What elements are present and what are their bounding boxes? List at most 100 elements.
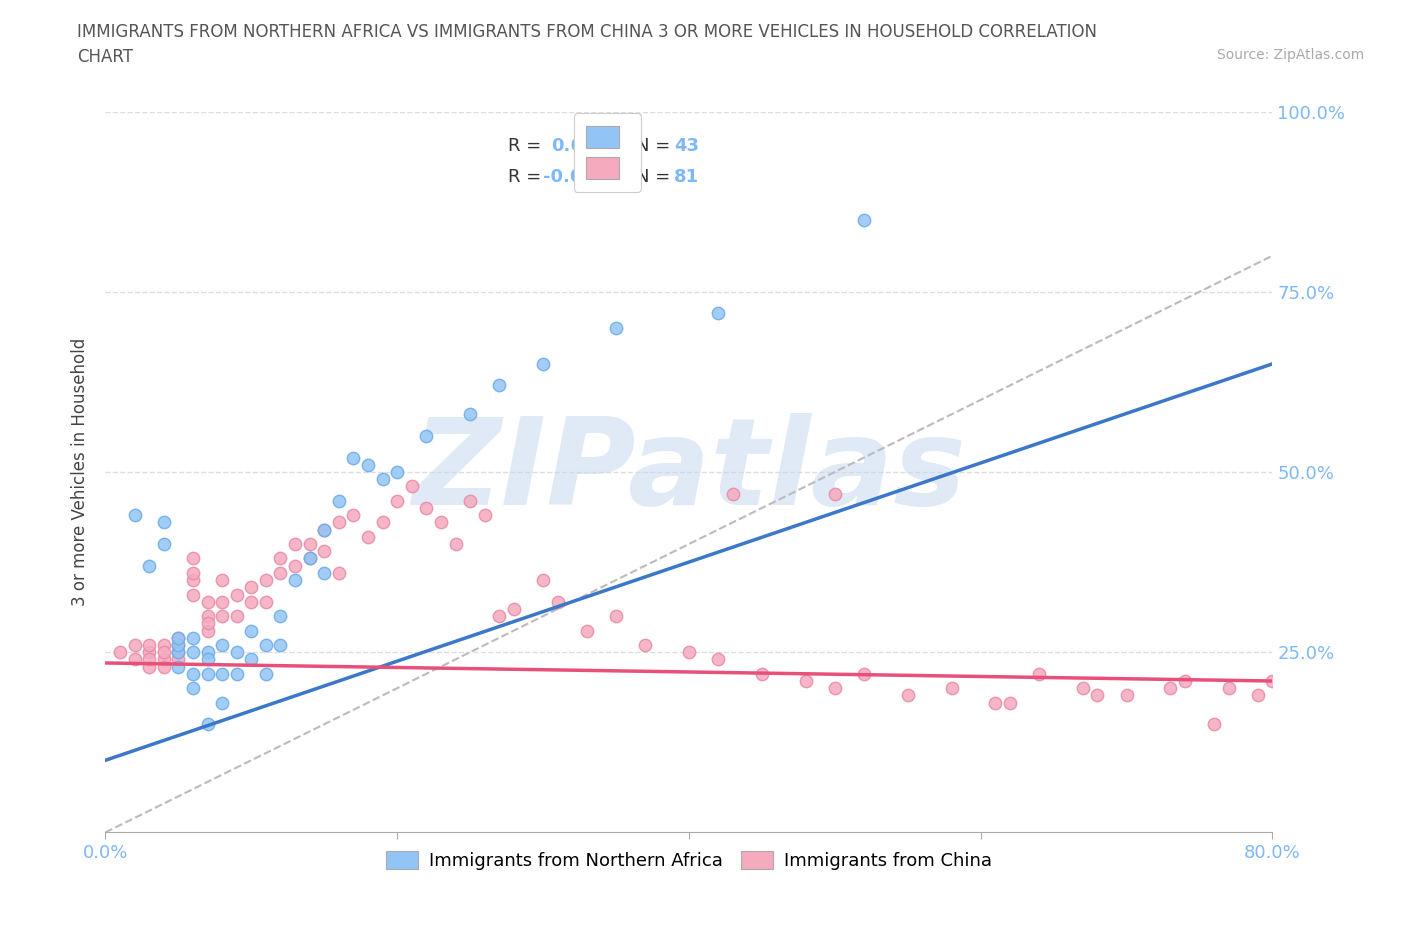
Point bbox=[415, 429, 437, 444]
Point bbox=[1174, 673, 1197, 688]
Point bbox=[314, 565, 336, 580]
Text: 81: 81 bbox=[673, 167, 699, 186]
Point bbox=[531, 573, 554, 588]
Point bbox=[575, 623, 598, 638]
Point bbox=[328, 493, 350, 508]
Point bbox=[197, 717, 219, 732]
Point bbox=[1071, 681, 1094, 696]
Text: -0.035: -0.035 bbox=[543, 167, 607, 186]
Y-axis label: 3 or more Vehicles in Household: 3 or more Vehicles in Household bbox=[72, 338, 90, 606]
Point bbox=[269, 638, 292, 653]
Point bbox=[167, 652, 190, 667]
Point bbox=[488, 609, 510, 624]
Point bbox=[254, 666, 277, 681]
Point bbox=[124, 638, 146, 653]
Point bbox=[167, 644, 190, 659]
Point bbox=[240, 594, 263, 609]
Point bbox=[269, 565, 292, 580]
Point bbox=[1159, 681, 1181, 696]
Point bbox=[707, 306, 730, 321]
Point bbox=[503, 602, 526, 617]
Point bbox=[707, 652, 730, 667]
Point bbox=[824, 486, 846, 501]
Point bbox=[284, 537, 307, 551]
Point bbox=[852, 212, 875, 227]
Point bbox=[794, 673, 817, 688]
Point bbox=[108, 644, 131, 659]
Point bbox=[984, 696, 1007, 711]
Point bbox=[998, 696, 1021, 711]
Text: 43: 43 bbox=[673, 137, 699, 154]
Point bbox=[211, 609, 233, 624]
Point bbox=[1261, 673, 1284, 688]
Text: N =: N = bbox=[637, 167, 671, 186]
Point bbox=[138, 659, 160, 674]
Point bbox=[197, 616, 219, 631]
Point bbox=[357, 458, 380, 472]
Point bbox=[474, 508, 496, 523]
Point bbox=[430, 515, 453, 530]
Point bbox=[211, 573, 233, 588]
Legend: Immigrants from Northern Africa, Immigrants from China: Immigrants from Northern Africa, Immigra… bbox=[378, 844, 1000, 877]
Point bbox=[1115, 688, 1137, 703]
Point bbox=[284, 558, 307, 573]
Point bbox=[181, 587, 204, 602]
Point bbox=[342, 508, 364, 523]
Point bbox=[240, 580, 263, 595]
Text: IMMIGRANTS FROM NORTHERN AFRICA VS IMMIGRANTS FROM CHINA 3 OR MORE VEHICLES IN H: IMMIGRANTS FROM NORTHERN AFRICA VS IMMIG… bbox=[77, 23, 1097, 41]
Point bbox=[458, 493, 481, 508]
Point bbox=[401, 479, 423, 494]
Point bbox=[547, 594, 569, 609]
Point bbox=[197, 623, 219, 638]
Point bbox=[254, 594, 277, 609]
Point bbox=[298, 551, 321, 565]
Point bbox=[211, 696, 233, 711]
Point bbox=[269, 609, 292, 624]
Point bbox=[138, 638, 160, 653]
Point bbox=[605, 320, 627, 336]
Point bbox=[269, 551, 292, 565]
Point bbox=[167, 631, 190, 645]
Point bbox=[225, 666, 247, 681]
Point bbox=[254, 573, 277, 588]
Point bbox=[1218, 681, 1240, 696]
Point bbox=[371, 515, 394, 530]
Point bbox=[314, 523, 336, 538]
Point bbox=[197, 652, 219, 667]
Text: ZIPatlas: ZIPatlas bbox=[412, 414, 966, 530]
Point bbox=[314, 544, 336, 559]
Point bbox=[225, 587, 247, 602]
Point bbox=[197, 666, 219, 681]
Point bbox=[284, 573, 307, 588]
Point bbox=[181, 681, 204, 696]
Point bbox=[124, 652, 146, 667]
Point bbox=[197, 609, 219, 624]
Point bbox=[385, 493, 409, 508]
Point bbox=[181, 573, 204, 588]
Point bbox=[1202, 717, 1225, 732]
Point bbox=[153, 515, 174, 530]
Point bbox=[897, 688, 920, 703]
Point bbox=[167, 638, 190, 653]
Text: N =: N = bbox=[637, 137, 671, 154]
Point bbox=[153, 644, 174, 659]
Point bbox=[167, 644, 190, 659]
Point bbox=[211, 638, 233, 653]
Point bbox=[1087, 688, 1109, 703]
Point bbox=[167, 638, 190, 653]
Text: CHART: CHART bbox=[77, 48, 134, 66]
Point bbox=[415, 500, 437, 515]
Point bbox=[458, 407, 481, 422]
Point bbox=[153, 659, 174, 674]
Text: R =: R = bbox=[508, 167, 541, 186]
Point bbox=[941, 681, 963, 696]
Point bbox=[153, 638, 174, 653]
Point bbox=[240, 652, 263, 667]
Point bbox=[240, 623, 263, 638]
Point bbox=[298, 537, 321, 551]
Point bbox=[1028, 666, 1050, 681]
Point bbox=[197, 594, 219, 609]
Point bbox=[138, 652, 160, 667]
Point bbox=[167, 631, 190, 645]
Point bbox=[181, 631, 204, 645]
